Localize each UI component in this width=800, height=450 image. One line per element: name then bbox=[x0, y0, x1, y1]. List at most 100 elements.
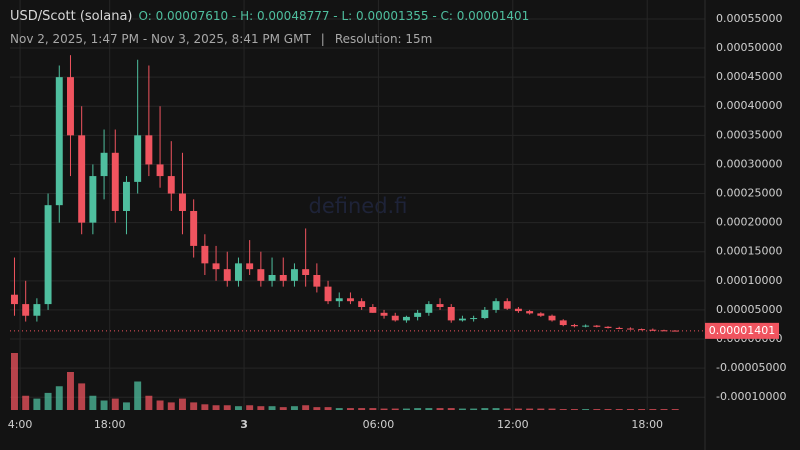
header: USD/Scott (solana) O: 0.00007610 - H: 0.0… bbox=[10, 9, 529, 24]
candle-body bbox=[156, 164, 164, 177]
candle-body bbox=[190, 210, 198, 246]
candle-body bbox=[570, 325, 578, 327]
volume-bar bbox=[22, 395, 30, 410]
volume-bar bbox=[234, 406, 242, 410]
volume-bar bbox=[537, 408, 545, 410]
volume-bar bbox=[649, 409, 657, 410]
volume-bar bbox=[391, 408, 399, 410]
volume-bar bbox=[582, 409, 590, 410]
candle-body bbox=[649, 329, 657, 331]
candle-body bbox=[470, 318, 478, 320]
candle-body bbox=[559, 320, 567, 326]
volume-bar bbox=[470, 408, 478, 410]
x-tick-label: 12:00 bbox=[497, 418, 529, 431]
volume-bar bbox=[302, 405, 310, 410]
volume-bar bbox=[223, 405, 231, 410]
volume-bar bbox=[201, 404, 209, 410]
candle-body bbox=[89, 176, 97, 223]
candle-body bbox=[302, 269, 310, 275]
candle-body bbox=[537, 313, 545, 316]
chart-title: USD/Scott (solana) bbox=[10, 9, 133, 24]
candle-body bbox=[145, 135, 153, 165]
volume-bar bbox=[604, 409, 612, 410]
candle-body bbox=[660, 330, 668, 332]
candle-body bbox=[201, 245, 209, 264]
candle-body bbox=[324, 286, 332, 302]
y-tick-label: 0.00005000 bbox=[716, 303, 782, 316]
volume-bar bbox=[55, 386, 63, 410]
volume-bar bbox=[145, 395, 153, 410]
volume-bar bbox=[626, 409, 634, 410]
y-tick-label: 0.00020000 bbox=[716, 216, 782, 229]
candle-body bbox=[369, 307, 377, 313]
volume-bar bbox=[514, 408, 522, 410]
volume-bar bbox=[369, 408, 377, 410]
volume-bar bbox=[671, 409, 679, 410]
y-tick-label: 0.00055000 bbox=[716, 12, 782, 25]
volume-bar bbox=[593, 409, 601, 410]
volume-bar bbox=[335, 408, 343, 410]
candle-body bbox=[223, 269, 231, 281]
candle-body bbox=[526, 311, 534, 314]
volume-bar bbox=[268, 406, 276, 410]
candle-body bbox=[671, 330, 679, 332]
last-price-label: 0.00001401 bbox=[709, 324, 775, 337]
volume-bar bbox=[156, 400, 164, 410]
x-tick-label: 4:00 bbox=[8, 418, 33, 431]
volume-bar bbox=[89, 395, 97, 410]
candle-body bbox=[447, 307, 455, 321]
volume-bar bbox=[503, 408, 511, 410]
y-tick-label: 0.00015000 bbox=[716, 245, 782, 258]
candle-body bbox=[626, 328, 634, 330]
y-tick-label: 0.00045000 bbox=[716, 70, 782, 83]
volume-bar bbox=[122, 402, 130, 410]
volume-bar bbox=[559, 409, 567, 410]
x-tick-label: 18:00 bbox=[94, 418, 126, 431]
candle-body bbox=[134, 135, 142, 182]
candle-body bbox=[167, 176, 175, 194]
candle-body bbox=[481, 309, 489, 319]
volume-bar bbox=[436, 408, 444, 410]
candle-body bbox=[358, 301, 366, 308]
volume-bar bbox=[279, 407, 287, 410]
candle-body bbox=[111, 152, 119, 211]
candle-body bbox=[414, 312, 422, 317]
resolution: Resolution: 15m bbox=[334, 32, 433, 46]
candle-body bbox=[11, 294, 18, 305]
volume-bar bbox=[402, 408, 410, 410]
candle-body bbox=[582, 325, 590, 327]
candle-body bbox=[78, 135, 86, 223]
y-tick-label: 0.00030000 bbox=[716, 157, 782, 170]
subheader: Nov 2, 2025, 1:47 PM - Nov 3, 2025, 8:41… bbox=[10, 32, 432, 46]
x-tick-label: 18:00 bbox=[631, 418, 663, 431]
volume-bar bbox=[660, 409, 668, 410]
watermark: defined.fi bbox=[309, 194, 408, 218]
y-tick-label: 0.00040000 bbox=[716, 99, 782, 112]
candle-body bbox=[55, 77, 63, 206]
volume-bar bbox=[313, 407, 321, 410]
volume-bar bbox=[526, 408, 534, 410]
candle-body bbox=[346, 298, 354, 302]
candle-body bbox=[492, 301, 500, 310]
ohlc-legend: O: 0.00007610 - H: 0.00048777 - L: 0.000… bbox=[138, 9, 530, 23]
candle-body bbox=[615, 327, 623, 329]
candle-body bbox=[458, 318, 466, 321]
volume-bar bbox=[425, 408, 433, 410]
y-tick-label: 0.00035000 bbox=[716, 128, 782, 141]
subtitle: Nov 2, 2025, 1:47 PM - Nov 3, 2025, 8:41… bbox=[10, 32, 311, 46]
volume-bar bbox=[190, 402, 198, 410]
candle-body bbox=[548, 315, 556, 321]
candle-body bbox=[380, 312, 388, 316]
candle-body bbox=[402, 316, 410, 321]
last-price-box bbox=[705, 322, 779, 339]
volume-bar bbox=[358, 408, 366, 410]
volume-bar bbox=[11, 353, 18, 410]
x-tick-label: 3 bbox=[240, 418, 248, 431]
candle-body bbox=[44, 205, 52, 305]
volume-bar bbox=[33, 398, 41, 410]
volume-bar bbox=[44, 392, 52, 410]
candle-body bbox=[313, 274, 321, 287]
volume-bar bbox=[638, 409, 646, 410]
